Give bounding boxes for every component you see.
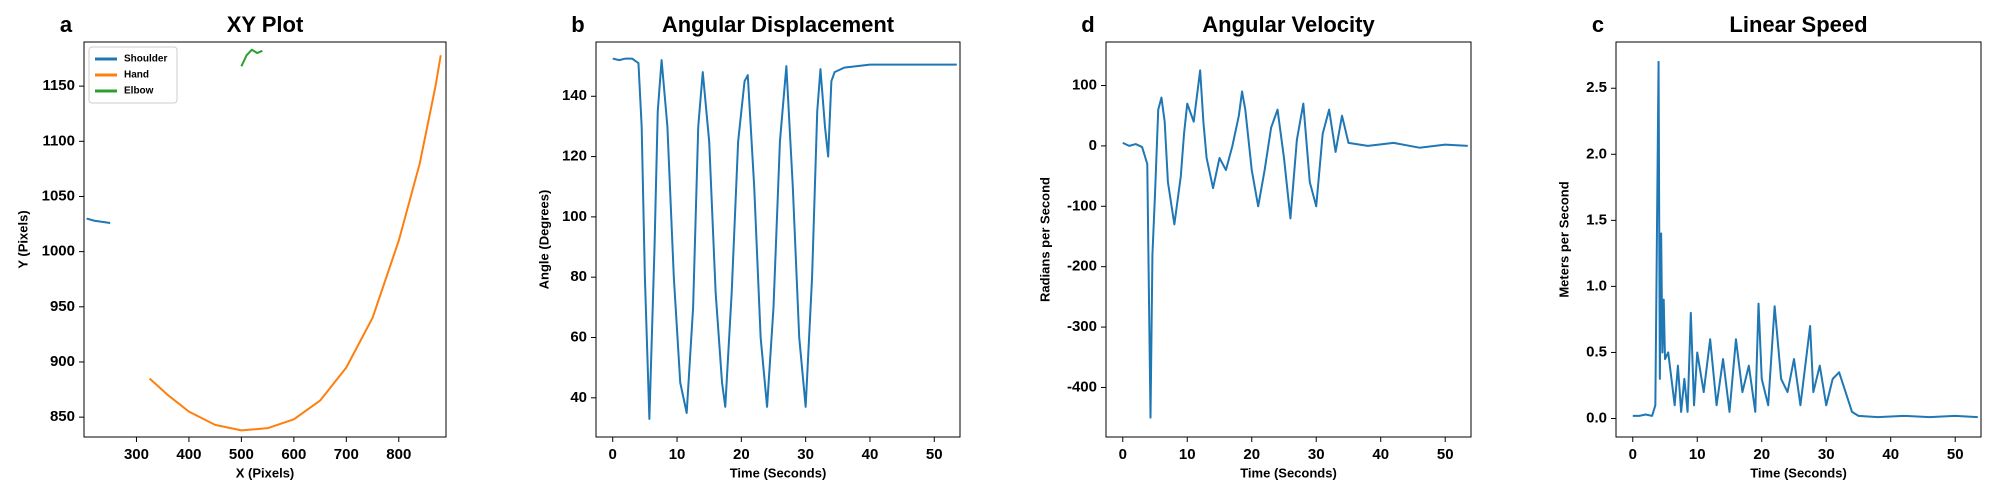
y-axis-label: Meters per Second <box>1556 181 1571 297</box>
data-line <box>1122 69 1468 419</box>
x-tick-label: 300 <box>124 446 149 463</box>
plot-area <box>86 48 442 432</box>
x-tick-label: 10 <box>1689 446 1706 463</box>
y-axis-label: Y (Pixels) <box>15 210 30 268</box>
x-tick-label: 20 <box>733 446 750 463</box>
panel-label: d <box>1081 12 1094 37</box>
y-tick-label: 60 <box>570 328 587 345</box>
y-tick-label: 140 <box>562 87 587 104</box>
x-tick-label: 40 <box>1372 446 1389 463</box>
y-tick-label: -300 <box>1067 318 1097 335</box>
panel-label: c <box>1592 12 1604 37</box>
x-tick-label: 400 <box>176 446 201 463</box>
x-axis-label: Time (Seconds) <box>1750 465 1847 480</box>
y-tick-label: 900 <box>50 353 75 370</box>
y-tick-label: 950 <box>50 298 75 315</box>
legend-label: Shoulder <box>124 54 167 65</box>
axes-frame <box>1615 41 1982 438</box>
y-tick-label: 0.5 <box>1586 343 1607 360</box>
y-tick-label: 2.0 <box>1586 145 1607 162</box>
data-line <box>1632 60 1978 419</box>
y-tick-label: 1.0 <box>1586 277 1607 294</box>
chart-title: XY Plot <box>227 12 304 37</box>
x-tick-label: 30 <box>1818 446 1835 463</box>
x-tick-label: 50 <box>926 446 943 463</box>
x-tick-label: 600 <box>281 446 306 463</box>
x-tick-label: 40 <box>862 446 879 463</box>
y-tick-label: 1.5 <box>1586 211 1607 228</box>
x-tick-label: 50 <box>1947 446 1964 463</box>
axes-frame <box>83 41 447 438</box>
x-axis-label: X (Pixels) <box>236 465 295 480</box>
y-tick-label: 850 <box>50 408 75 425</box>
y-axis-label: Radians per Second <box>1037 177 1052 302</box>
y-axis-label: Angle (Degrees) <box>536 190 551 290</box>
x-tick-label: 0 <box>609 446 617 463</box>
panel-label: b <box>571 12 584 37</box>
chart-title: Angular Velocity <box>1202 12 1375 37</box>
data-line <box>86 217 111 224</box>
x-tick-label: 500 <box>229 446 254 463</box>
legend-label: Hand <box>124 70 149 81</box>
y-tick-label: -400 <box>1067 378 1097 395</box>
y-tick-label: 1050 <box>42 187 75 204</box>
y-tick-label: 100 <box>1072 76 1097 93</box>
x-tick-label: 0 <box>1119 446 1127 463</box>
x-tick-label: 40 <box>1882 446 1899 463</box>
y-tick-label: 2.5 <box>1586 79 1607 96</box>
y-tick-label: -100 <box>1067 197 1097 214</box>
legend-label: Elbow <box>124 86 154 97</box>
y-tick-label: 1150 <box>42 77 75 94</box>
data-line <box>612 57 957 420</box>
x-tick-label: 20 <box>1243 446 1260 463</box>
plot-area <box>1122 69 1468 419</box>
axes-frame <box>595 41 961 438</box>
y-tick-label: 80 <box>570 268 587 285</box>
axes-frame <box>1105 41 1472 438</box>
y-tick-label: 0 <box>1089 137 1097 154</box>
chart-title: Linear Speed <box>1729 12 1867 37</box>
y-tick-label: 1000 <box>42 243 75 260</box>
y-tick-label: 0.0 <box>1586 409 1607 426</box>
x-tick-label: 30 <box>797 446 814 463</box>
data-line <box>240 48 263 67</box>
x-tick-label: 10 <box>669 446 686 463</box>
data-line <box>148 55 442 432</box>
x-axis-label: Time (Seconds) <box>1240 465 1337 480</box>
x-tick-label: 0 <box>1629 446 1637 463</box>
y-tick-label: -200 <box>1067 258 1097 275</box>
chart-title: Angular Displacement <box>662 12 895 37</box>
y-tick-label: 1100 <box>42 132 75 149</box>
x-tick-label: 10 <box>1179 446 1196 463</box>
x-axis-label: Time (Seconds) <box>730 465 827 480</box>
x-tick-label: 700 <box>334 446 359 463</box>
x-tick-label: 50 <box>1437 446 1454 463</box>
legend-box <box>88 46 178 104</box>
y-tick-label: 100 <box>562 208 587 225</box>
x-tick-label: 20 <box>1753 446 1770 463</box>
y-tick-label: 120 <box>562 148 587 165</box>
x-tick-label: 800 <box>386 446 411 463</box>
plot-area <box>1632 60 1978 419</box>
x-tick-label: 30 <box>1308 446 1325 463</box>
y-tick-label: 40 <box>570 389 587 406</box>
plot-area <box>612 57 957 420</box>
panel-label: a <box>60 12 73 37</box>
